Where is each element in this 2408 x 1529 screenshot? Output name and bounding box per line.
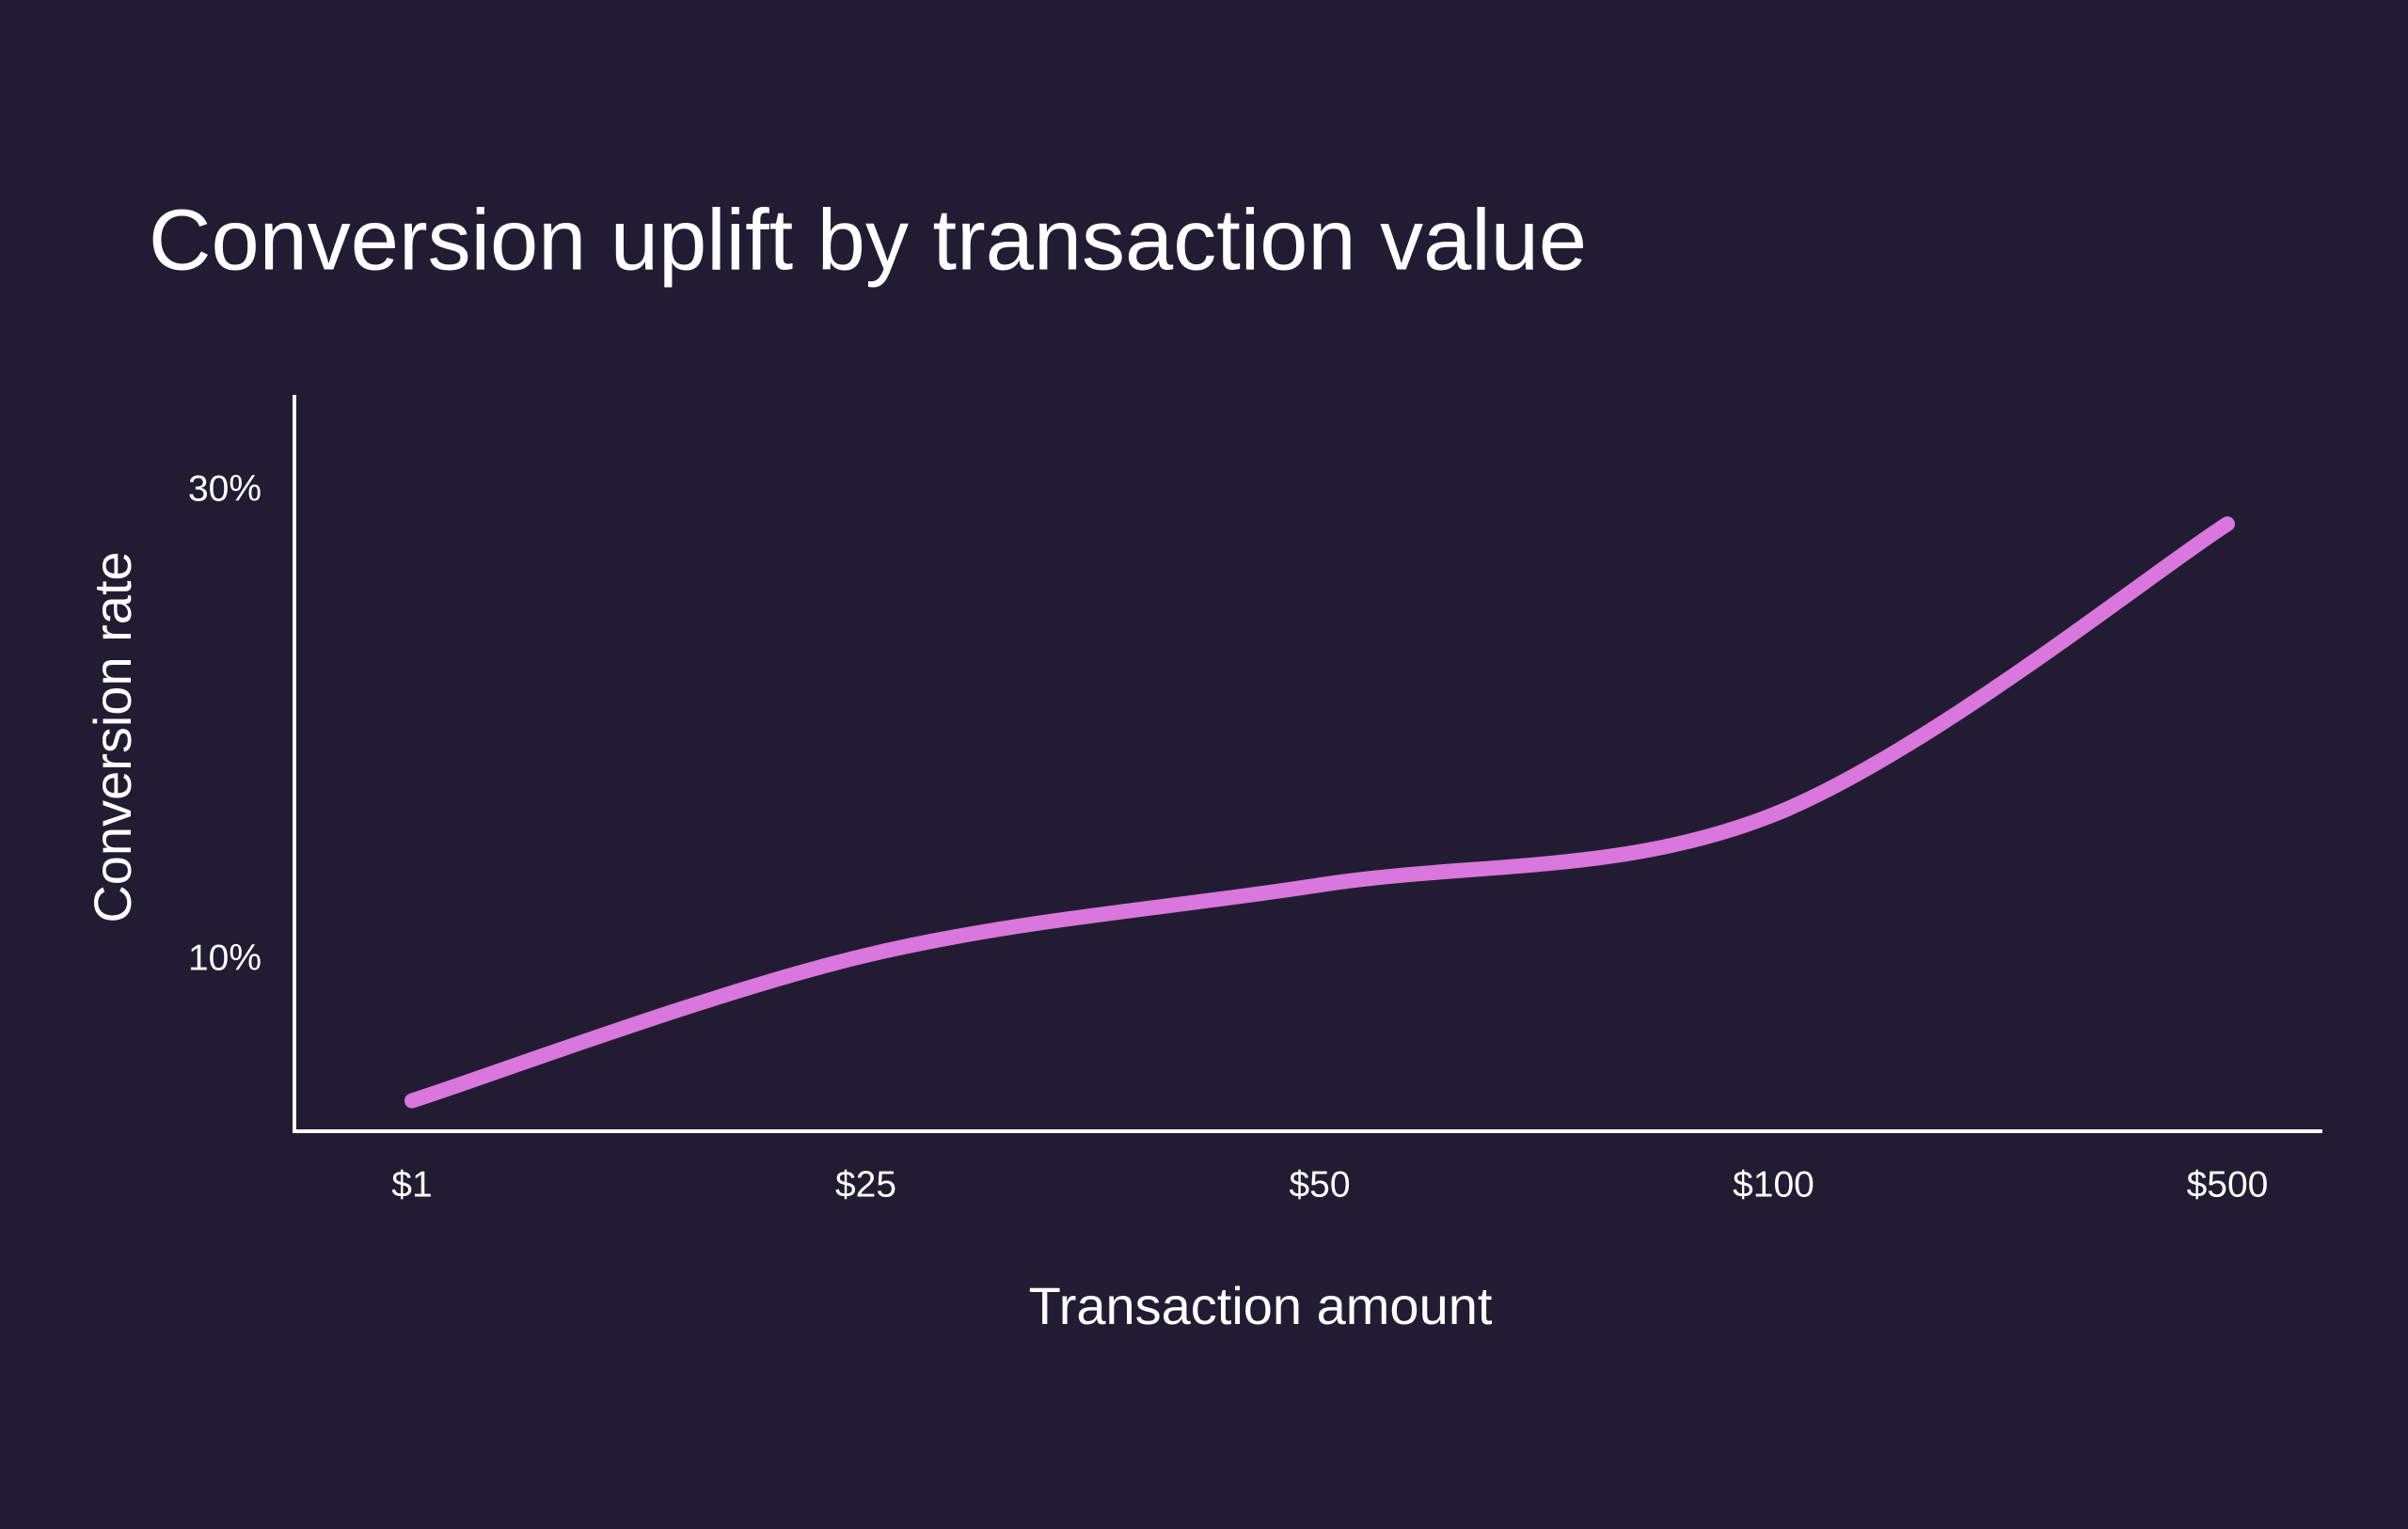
x-tick-label: $25 xyxy=(835,1164,896,1205)
data-line xyxy=(404,516,2235,1109)
x-tick-label: $50 xyxy=(1289,1164,1350,1205)
y-tick-label: 30% xyxy=(188,469,261,510)
y-axis-title: Conversion rate xyxy=(83,551,142,922)
x-tick-label: $1 xyxy=(391,1164,432,1205)
x-tick-label: $100 xyxy=(1733,1164,1814,1205)
x-tick-label: $500 xyxy=(2187,1164,2269,1205)
y-tick-label: 10% xyxy=(188,938,261,978)
x-axis-title: Transaction amount xyxy=(1029,1276,1493,1335)
chart-title: Conversion uplift by transaction value xyxy=(149,192,1587,288)
